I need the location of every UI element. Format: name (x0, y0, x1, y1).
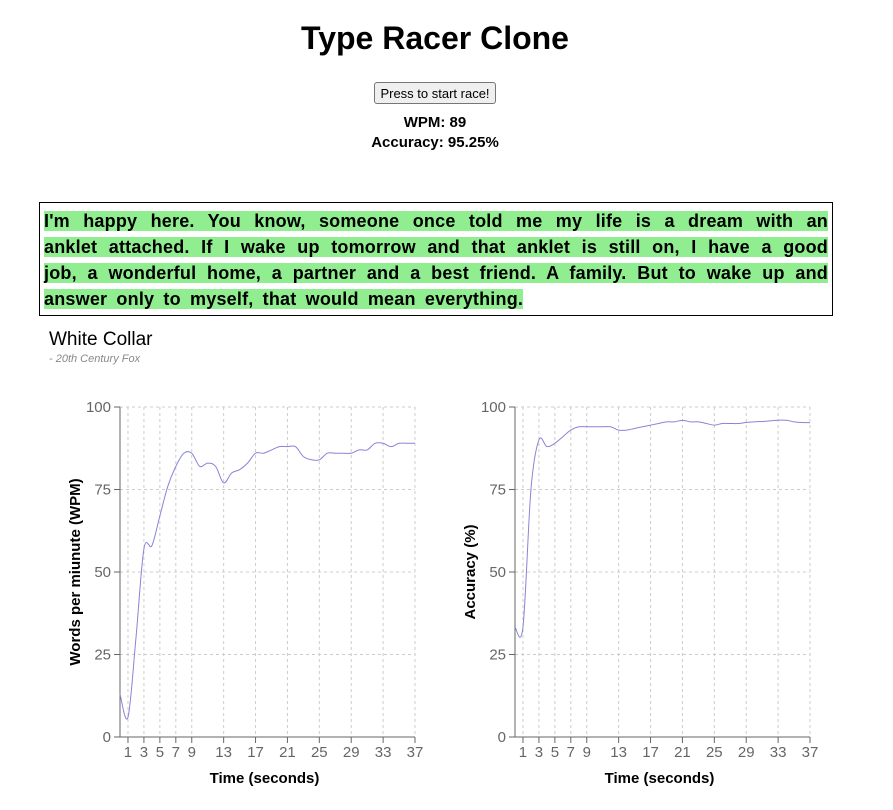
chart0-y-tick-label: 100 (86, 399, 111, 416)
chart1-y-tick-label: 50 (489, 564, 506, 581)
chart1-x-tick-label: 25 (706, 744, 723, 761)
chart0-x-tick-label: 3 (140, 744, 148, 761)
movie-studio: - 20th Century Fox (49, 353, 141, 365)
chart1-x-tick-label: 21 (674, 744, 691, 761)
chart0-x-tick-label: 25 (311, 744, 328, 761)
chart0-x-axis-title: Time (seconds) (210, 770, 320, 787)
chart0-x-tick-label: 7 (172, 744, 180, 761)
chart1-series-line-0 (514, 419, 811, 638)
chart1-y-tick-label: 25 (489, 647, 506, 664)
chart0-x-tick-label: 1 (124, 744, 132, 761)
chart1-x-tick-label: 37 (802, 744, 819, 761)
chart1-x-tick-label: 29 (738, 744, 755, 761)
accuracy-readout: Accuracy: 95.25% (371, 134, 499, 151)
chart1-x-tick-label: 13 (610, 744, 627, 761)
chart1-x-tick-label: 1 (519, 744, 527, 761)
chart0-x-tick-label: 17 (247, 744, 264, 761)
wpm-chart: 0 25 50 75 100 1 3 5 7 9 13 17 21 25 29 33 37 Time (secon… (58, 390, 428, 800)
chart1-y-tick-label: 100 (481, 399, 506, 416)
typed-text: I'm happy here. You know, someone once t… (44, 211, 828, 309)
wpm-readout: WPM: 89 (403, 114, 467, 131)
chart1-x-tick-label: 33 (770, 744, 787, 761)
start-race-button[interactable]: Press to start race! (374, 82, 496, 104)
chart0-series-line-0 (119, 442, 415, 720)
chart1-x-axis-title: Time (seconds) (605, 770, 715, 787)
chart0-x-tick-label: 13 (215, 744, 232, 761)
chart1-x-tick-label: 7 (567, 744, 575, 761)
chart0-x-tick-label: 37 (407, 744, 424, 761)
chart1-y-axis-title: Accuracy (%) (462, 524, 479, 619)
chart0-x-tick-label: 33 (375, 744, 392, 761)
chart0-y-tick-label: 0 (103, 729, 111, 746)
chart1-x-tick-label: 9 (583, 744, 591, 761)
quote-passage: I'm happy here. You know, someone once t… (39, 202, 833, 316)
page-title: Type Racer Clone (301, 20, 569, 56)
chart1-x-tick-label: 5 (551, 744, 559, 761)
chart0-x-tick-label: 29 (343, 744, 360, 761)
chart1-y-tick-label: 75 (489, 482, 506, 499)
chart0-y-tick-label: 75 (94, 482, 111, 499)
chart0-y-tick-label: 25 (94, 647, 111, 664)
chart1-x-tick-label: 3 (535, 744, 543, 761)
chart1-x-tick-label: 17 (642, 744, 659, 761)
chart0-x-tick-label: 5 (156, 744, 164, 761)
chart0-y-axis-title: Words per miunute (WPM) (67, 478, 84, 665)
accuracy-chart: 0 25 50 75 100 1 3 5 7 9 13 17 21 25 29 33 37 Time (secon… (435, 390, 825, 800)
chart0-x-tick-label: 9 (188, 744, 196, 761)
chart1-y-tick-label: 0 (498, 729, 506, 746)
chart0-x-tick-label: 21 (279, 744, 296, 761)
chart0-y-tick-label: 50 (94, 564, 111, 581)
movie-title: White Collar (49, 329, 153, 350)
